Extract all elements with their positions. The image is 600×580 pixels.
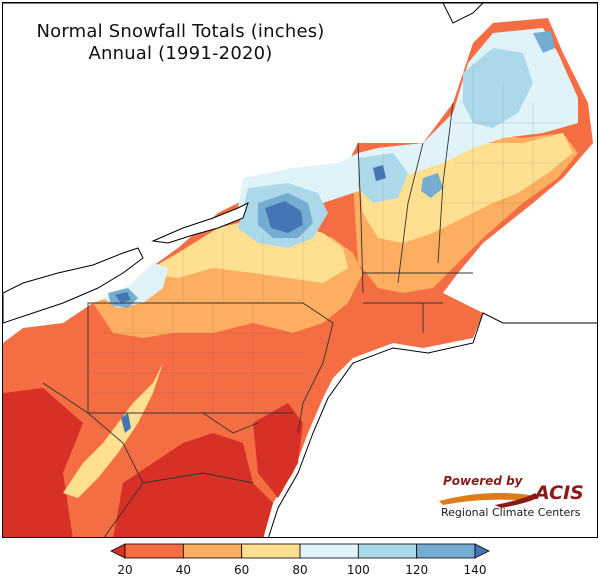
acis-badge: Powered by ACIS Regional Climate Centers [435,471,584,523]
border-wv [42,382,144,537]
border-ny-vt [357,142,364,294]
state-borders [42,102,473,537]
colorbar-tick-label: 140 [463,563,487,577]
colorbar [110,543,490,559]
colorbar-tick-label: 40 [175,563,191,577]
snowfall-map [3,3,597,537]
colorbar-bin [416,543,476,559]
border-va [142,472,254,484]
band-over-140-lake [115,292,131,303]
border-nj [297,322,334,434]
band-over-140-vt [373,165,386,181]
border-vt-nh [397,142,424,284]
canada-north [3,3,597,24]
border-ny-pa [87,302,334,324]
colorbar-bin [299,543,359,559]
snowfall-shading [3,18,593,537]
atlantic-ocean [268,312,597,537]
colorbar-tick-label: 20 [117,563,133,577]
colorbar-tick-label: 100 [346,563,370,577]
colorbar-legend: 20 40 60 80 100 120 140 [0,538,600,580]
border-nh-me [437,102,454,264]
colorbar-tick-label: 80 [292,563,308,577]
acis-swoosh-icon [439,493,539,508]
band-under-20-coast [253,403,303,498]
map-title: Normal Snowfall Totals (inches) [36,21,325,42]
colorbar-tick-label: 60 [234,563,250,577]
map-panel: Normal Snowfall Totals (inches) Annual (… [2,2,598,538]
colorbar-extend-low [110,543,126,559]
colorbar-bin [357,543,418,559]
lake-erie [3,247,144,324]
band-60-80-ridge [63,363,163,498]
powered-by-label: Powered by [443,474,523,488]
band-over-140-ridge [121,413,131,433]
band-120-140-north [533,31,555,53]
map-subtitle: Annual (1991-2020) [88,43,273,64]
colorbar-bin [241,543,301,559]
colorbar-bin [182,543,243,559]
colorbar-extend-high [474,543,490,559]
colorbar-bin [124,543,184,559]
acis-logo-text: ACIS [535,482,584,504]
colorbar-tick-label: 120 [405,563,429,577]
band-under-20 [3,388,83,537]
county-lines [93,63,563,413]
border-md [202,412,259,434]
band-120-140-ne [421,173,443,198]
lake-ontario [151,202,249,244]
band-under-20-south [113,433,273,537]
water-bodies [3,3,597,537]
band-100-120-ne [463,48,533,128]
band-over-140 [265,201,303,233]
regional-climate-centers-label: Regional Climate Centers [441,506,581,519]
